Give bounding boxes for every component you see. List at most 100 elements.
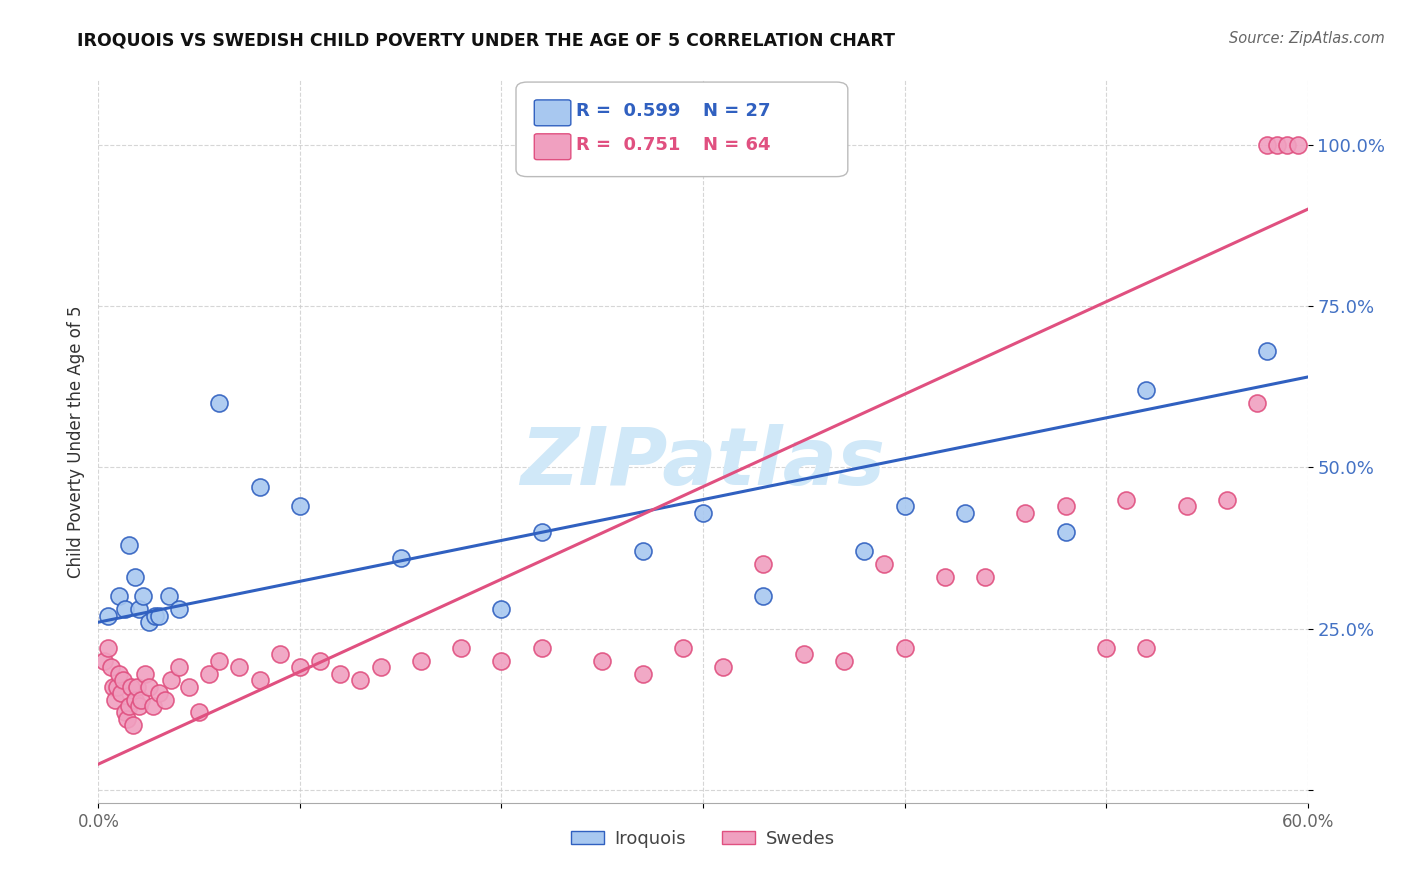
Point (1256, 137, 1278, 152)
Point (893, 640, 915, 655)
Point (167, 602, 190, 616)
Point (249, 673, 271, 688)
Text: N = 27: N = 27 (703, 102, 770, 120)
Point (1175, 499, 1198, 513)
Point (107, 666, 129, 681)
Point (692, 506, 714, 520)
Point (1246, 396, 1268, 410)
Point (288, 660, 311, 674)
Point (124, 570, 146, 584)
Point (1014, 506, 1036, 520)
Point (1095, 640, 1118, 655)
Point (125, 680, 148, 694)
Point (107, 590, 129, 604)
Point (631, 544, 654, 558)
Point (114, 602, 136, 616)
Point (793, 648, 815, 662)
Point (101, 680, 124, 694)
Point (329, 666, 352, 681)
Point (1267, 137, 1289, 152)
Point (160, 673, 183, 688)
Point (132, 590, 155, 604)
Point (288, 499, 311, 513)
Point (143, 608, 166, 623)
Point (167, 660, 190, 674)
Point (349, 673, 371, 688)
Text: Source: ZipAtlas.com: Source: ZipAtlas.com (1229, 31, 1385, 46)
Point (1135, 383, 1157, 397)
Point (530, 524, 553, 539)
Point (128, 602, 150, 616)
Point (110, 686, 132, 700)
Point (309, 654, 332, 668)
Point (124, 692, 146, 706)
Point (1216, 492, 1239, 507)
Point (269, 648, 291, 662)
Point (711, 660, 734, 674)
Y-axis label: Child Poverty Under the Age of 5: Child Poverty Under the Age of 5 (66, 305, 84, 578)
Point (93, 654, 115, 668)
Point (1054, 499, 1077, 513)
Point (893, 499, 915, 513)
Point (138, 615, 160, 630)
Text: IROQUOIS VS SWEDISH CHILD POVERTY UNDER THE AGE OF 5 CORRELATION CHART: IROQUOIS VS SWEDISH CHILD POVERTY UNDER … (77, 31, 896, 49)
Point (672, 640, 695, 655)
Point (157, 590, 180, 604)
Point (114, 706, 136, 720)
Text: R =  0.751: R = 0.751 (576, 136, 681, 153)
Legend: Iroquois, Swedes: Iroquois, Swedes (564, 822, 842, 855)
Point (142, 699, 165, 714)
Point (120, 680, 142, 694)
Point (111, 673, 134, 688)
Text: ZIPatlas: ZIPatlas (520, 425, 886, 502)
Point (198, 666, 221, 681)
Point (148, 608, 170, 623)
Point (100, 660, 122, 674)
Point (934, 570, 956, 584)
Point (450, 640, 472, 655)
Point (591, 654, 613, 668)
Point (134, 666, 156, 681)
Text: R =  0.599: R = 0.599 (576, 102, 681, 120)
Point (953, 506, 976, 520)
Point (370, 660, 392, 674)
Point (832, 654, 855, 668)
Point (1277, 137, 1299, 152)
Point (228, 660, 250, 674)
Point (249, 480, 271, 494)
Point (115, 712, 138, 726)
Text: N = 64: N = 64 (703, 136, 770, 153)
Point (1054, 524, 1077, 539)
Point (118, 538, 141, 552)
Point (105, 680, 128, 694)
Point (208, 654, 231, 668)
Point (853, 544, 876, 558)
Point (208, 396, 231, 410)
Point (752, 557, 775, 571)
Point (118, 699, 141, 714)
Point (1256, 344, 1278, 359)
Point (491, 654, 513, 668)
Point (121, 718, 143, 732)
Point (128, 699, 150, 714)
Point (129, 692, 152, 706)
Point (752, 590, 775, 604)
Point (873, 557, 896, 571)
Point (530, 640, 553, 655)
Point (179, 680, 201, 694)
Point (148, 686, 170, 700)
Point (138, 680, 160, 694)
Point (1115, 492, 1137, 507)
Point (1135, 640, 1157, 655)
Point (491, 602, 513, 616)
Point (409, 654, 432, 668)
Point (103, 692, 125, 706)
Point (188, 706, 211, 720)
Point (153, 692, 176, 706)
Point (97, 640, 120, 655)
Point (631, 666, 654, 681)
Point (389, 550, 412, 565)
Point (974, 570, 997, 584)
Point (1286, 137, 1309, 152)
Point (97, 608, 120, 623)
